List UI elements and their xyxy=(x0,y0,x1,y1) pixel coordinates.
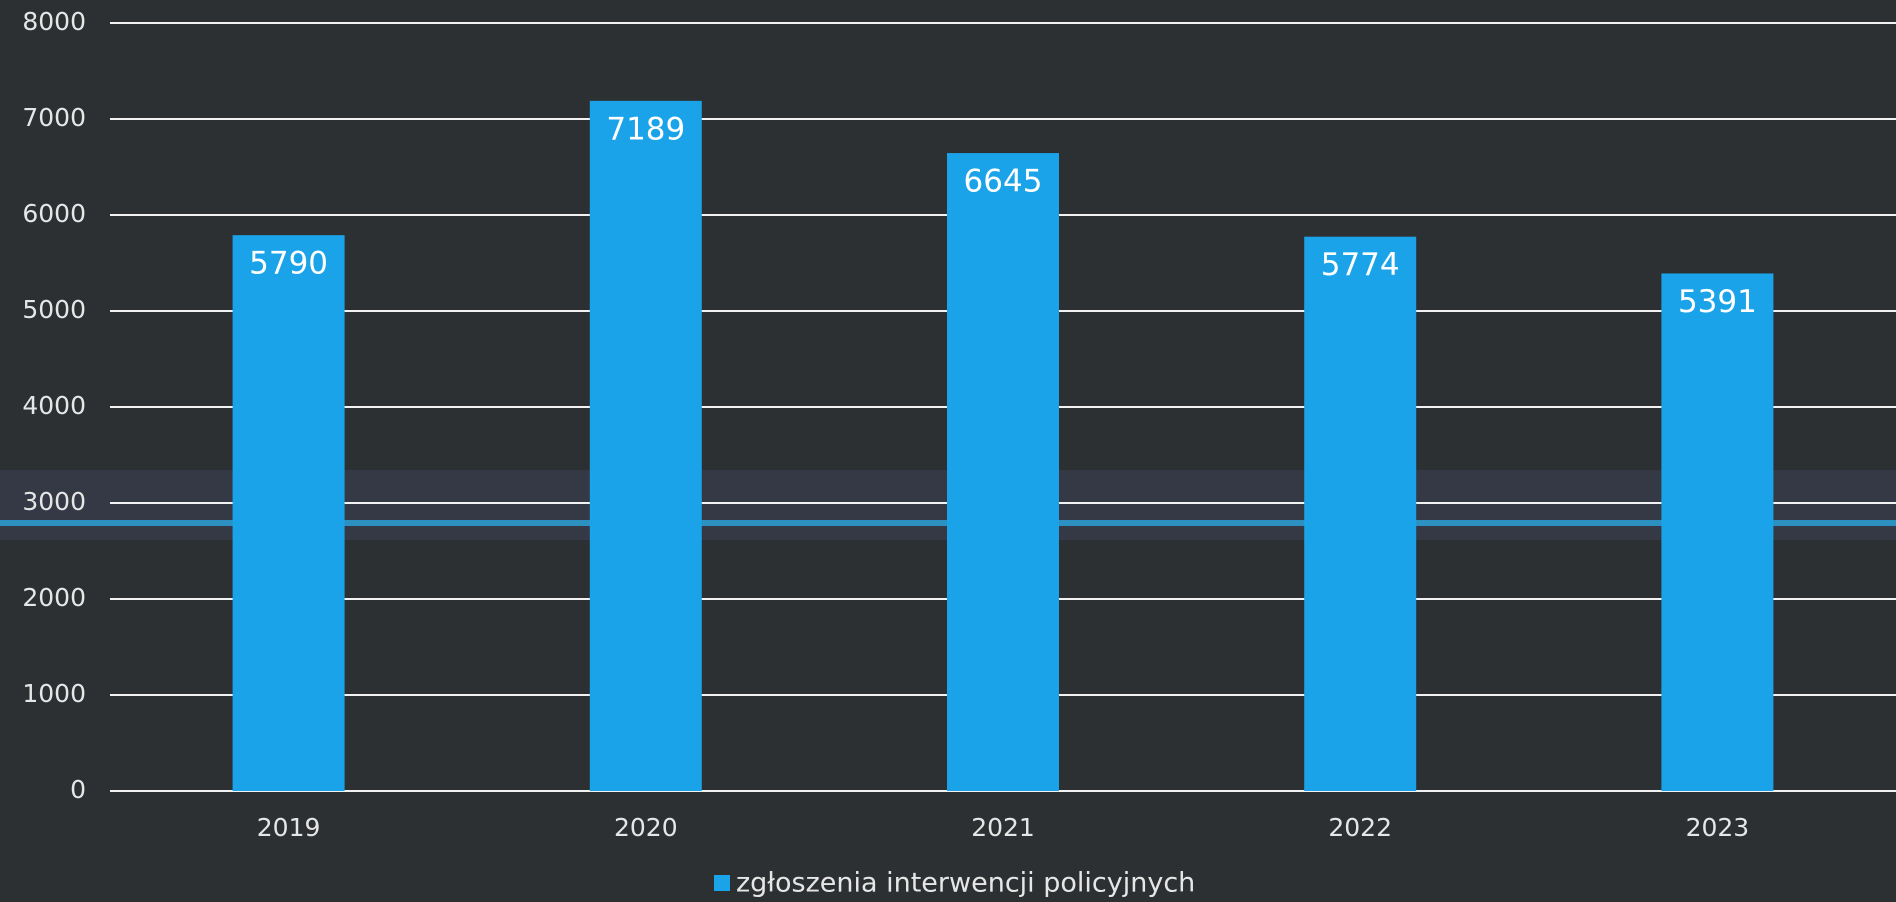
legend-swatch xyxy=(714,875,730,891)
bar xyxy=(1304,236,1417,792)
bar xyxy=(947,153,1059,791)
x-tick-label: 2020 xyxy=(614,813,678,842)
y-tick-label: 4000 xyxy=(22,391,86,420)
y-tick-label: 0 xyxy=(70,775,86,804)
legend: zgłoszenia interwencji policyjnych xyxy=(714,868,1195,899)
legend-label: zgłoszenia interwencji policyjnych xyxy=(736,868,1195,899)
y-tick-label: 8000 xyxy=(22,7,86,36)
y-tick-label: 2000 xyxy=(22,583,86,612)
x-tick-label: 2019 xyxy=(257,813,321,842)
value-label: 5790 xyxy=(249,246,328,282)
value-label: 5774 xyxy=(1321,247,1400,283)
bar xyxy=(232,235,345,791)
x-tick-label: 2022 xyxy=(1328,813,1392,842)
value-label: 6645 xyxy=(964,164,1043,200)
y-tick-label: 6000 xyxy=(22,199,86,228)
x-tick-label: 2023 xyxy=(1686,813,1750,842)
y-tick-label: 3000 xyxy=(22,487,86,516)
y-tick-label: 1000 xyxy=(22,679,86,708)
bar xyxy=(589,100,702,791)
y-tick-label: 5000 xyxy=(22,295,86,324)
value-label: 5391 xyxy=(1678,284,1757,320)
value-label: 7189 xyxy=(606,111,685,147)
bar xyxy=(1661,273,1774,791)
y-tick-label: 7000 xyxy=(22,103,86,132)
x-tick-label: 2021 xyxy=(971,813,1035,842)
